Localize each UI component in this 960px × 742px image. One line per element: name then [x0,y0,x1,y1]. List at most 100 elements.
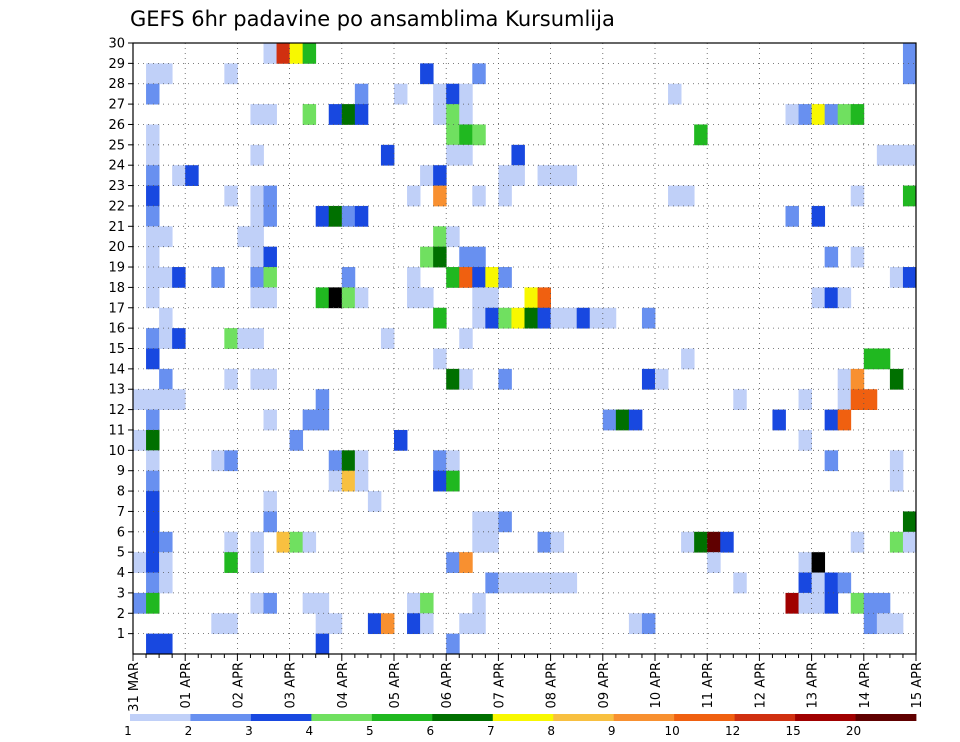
heatmap-cell [837,368,852,390]
heatmap-cell [837,104,852,125]
heatmap-cell [876,144,891,166]
heatmap-cell [172,328,186,349]
heatmap-cell [837,572,852,594]
heatmap-cell [407,592,421,614]
heatmap-cell [498,572,512,594]
heatmap-cell [511,572,525,594]
heatmap-cell [263,185,277,207]
heatmap-cell [681,348,695,370]
x-tick-label: 07 APR [492,662,507,708]
heatmap-cell [302,43,317,64]
y-tick-label: 16 [108,322,125,337]
heatmap-cell [563,572,578,594]
heatmap-cell [485,307,499,329]
heatmap-cell [159,226,173,248]
heatmap-cell [459,104,473,125]
colorbar-label: 12 [725,724,740,738]
heatmap-cell [563,165,578,186]
heatmap-cell [263,104,277,125]
y-tick-label: 27 [108,98,125,113]
heatmap-cell [785,104,799,125]
heatmap-cell [811,104,826,125]
heatmap-cell [902,63,917,85]
heatmap-cell [798,389,812,410]
heatmap-cell [446,226,460,248]
heatmap-cell [367,613,382,635]
heatmap-cell [550,572,565,594]
heatmap-cell [668,185,682,207]
heatmap-cell [146,287,160,309]
heatmap-cell [146,267,160,288]
heatmap-cell [433,348,447,370]
heatmap-cell [159,328,173,349]
heatmap-cell [811,552,826,573]
heatmap-cell [485,267,499,288]
heatmap-cell [159,389,173,410]
heatmap-cell [315,389,330,410]
heatmap-cell [433,307,447,329]
heatmap-cell [511,165,525,186]
heatmap-cell [446,104,460,125]
heatmap-cell [850,531,865,553]
heatmap-cell [902,43,917,64]
colorbar-label: 3 [245,724,253,738]
heatmap-cell [159,531,173,553]
heatmap-cell [250,246,264,268]
heatmap-cell [524,307,538,329]
heatmap-cell [472,267,486,288]
heatmap-cell [146,450,160,472]
y-tick-label: 23 [108,179,125,194]
heatmap-cell [863,592,878,614]
heatmap-cell [354,450,369,472]
colorbar-swatch [734,714,796,721]
heatmap-cell [889,470,904,492]
heatmap-cell [498,185,512,207]
heatmap-cell [733,572,747,594]
heatmap-cell [354,104,369,125]
heatmap-cell [824,450,839,472]
heatmap-cell [537,165,551,186]
heatmap-cell [289,43,304,64]
heatmap-cell [354,470,369,492]
y-tick-label: 15 [108,342,125,357]
heatmap-cell [681,531,695,553]
heatmap-cell [433,165,447,186]
x-tick-label: 09 APR [597,662,612,708]
heatmap-cell [146,633,160,655]
colorbar-swatch [795,714,856,721]
heatmap-cell [224,63,238,85]
colorbar-swatch [190,714,252,721]
heatmap-cell [485,511,499,533]
heatmap-cell [446,83,460,105]
heatmap-cell [837,409,852,431]
x-tick-label: 10 APR [649,662,664,708]
heatmap-cell [354,83,369,105]
heatmap-cell [146,552,160,573]
heatmap-cell [537,307,551,329]
heatmap-cell [811,287,826,309]
heatmap-cell [550,531,565,553]
heatmap-cell [524,287,538,309]
x-tick-label: 08 APR [545,662,560,708]
x-tick-label: 11 APR [701,662,716,708]
heatmap-cell [159,267,173,288]
heatmap-cell [472,592,486,614]
heatmap-cell [146,63,160,85]
heatmap-cell [837,287,852,309]
heatmap-cell [185,165,199,186]
heatmap-cell [628,613,643,635]
heatmap-cell [876,348,891,370]
heatmap-cell [250,104,264,125]
y-tick-label: 21 [108,220,125,235]
heatmap-cell [263,511,277,533]
y-tick-label: 19 [108,261,125,276]
heatmap-cell [146,531,160,553]
y-tick-label: 9 [117,464,125,479]
y-tick-label: 30 [108,37,125,52]
heatmap-cell [889,368,904,390]
colorbar-label: 1 [124,724,132,738]
heatmap-cell [407,613,421,635]
heatmap-cell [263,246,277,268]
heatmap-cell [459,328,473,349]
heatmap-cell [146,83,160,105]
